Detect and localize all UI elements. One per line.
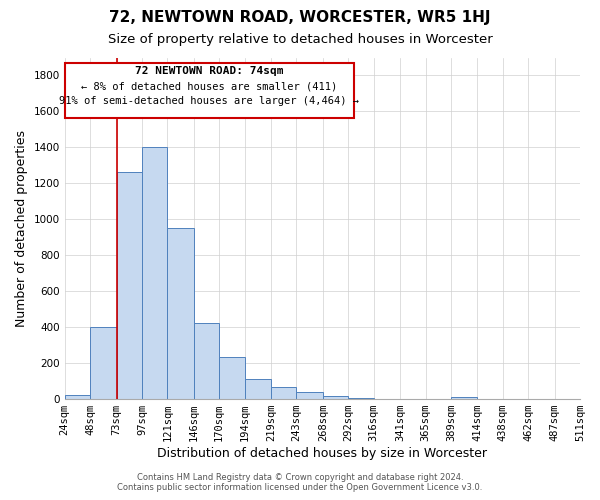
Bar bbox=[451, 398, 478, 399]
Bar bbox=[65, 394, 90, 399]
Bar bbox=[271, 388, 296, 399]
Bar bbox=[90, 327, 116, 399]
Bar bbox=[245, 380, 271, 399]
Text: Contains HM Land Registry data © Crown copyright and database right 2024.
Contai: Contains HM Land Registry data © Crown c… bbox=[118, 473, 482, 492]
Bar bbox=[116, 172, 142, 399]
Bar bbox=[142, 148, 167, 399]
Bar bbox=[194, 322, 219, 399]
Text: Size of property relative to detached houses in Worcester: Size of property relative to detached ho… bbox=[107, 32, 493, 46]
Text: 72 NEWTOWN ROAD: 74sqm: 72 NEWTOWN ROAD: 74sqm bbox=[135, 66, 283, 76]
Bar bbox=[323, 396, 348, 399]
Text: ← 8% of detached houses are smaller (411): ← 8% of detached houses are smaller (411… bbox=[81, 82, 337, 92]
X-axis label: Distribution of detached houses by size in Worcester: Distribution of detached houses by size … bbox=[157, 447, 487, 460]
Bar bbox=[296, 392, 323, 399]
Bar bbox=[219, 357, 245, 399]
Y-axis label: Number of detached properties: Number of detached properties bbox=[15, 130, 28, 327]
Bar bbox=[65, 63, 353, 118]
Text: 72, NEWTOWN ROAD, WORCESTER, WR5 1HJ: 72, NEWTOWN ROAD, WORCESTER, WR5 1HJ bbox=[109, 10, 491, 25]
Text: 91% of semi-detached houses are larger (4,464) →: 91% of semi-detached houses are larger (… bbox=[59, 96, 359, 106]
Bar bbox=[348, 398, 374, 399]
Bar bbox=[167, 228, 194, 399]
